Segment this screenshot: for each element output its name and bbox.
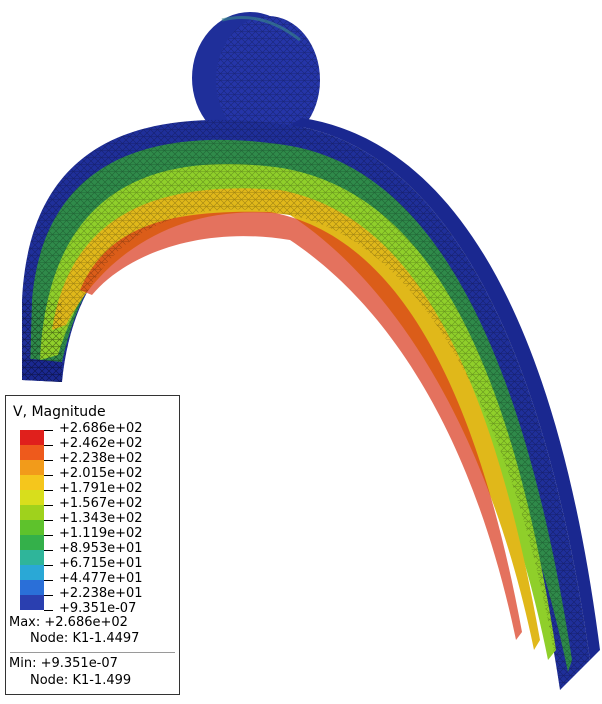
legend-value-label: +2.015e+02	[59, 466, 143, 481]
legend-tick	[44, 520, 53, 521]
max-value-label: Max: +2.686e+02	[9, 615, 128, 630]
legend-value-label: +1.343e+02	[59, 511, 143, 526]
roller-disk	[192, 12, 320, 144]
legend-tick	[44, 460, 53, 461]
max-node-label: Node: K1-1.4497	[30, 631, 140, 646]
legend-swatch	[20, 595, 44, 610]
legend-value-label: +2.462e+02	[59, 436, 143, 451]
legend-tick	[44, 535, 53, 536]
legend-swatch	[20, 520, 44, 535]
legend-swatch	[20, 550, 44, 565]
legend-swatch	[20, 535, 44, 550]
legend-color-bar	[20, 430, 44, 610]
legend-tick	[44, 445, 53, 446]
legend-value-label: +6.715e+01	[59, 556, 143, 571]
legend-tick	[44, 565, 53, 566]
legend-tick	[44, 580, 53, 581]
legend-value-label: +2.238e+01	[59, 586, 143, 601]
min-node-label: Node: K1-1.499	[30, 673, 132, 688]
legend-swatch	[20, 475, 44, 490]
legend-value-label: +9.351e-07	[59, 601, 137, 616]
legend-tick	[44, 475, 53, 476]
legend-ticks	[44, 430, 60, 611]
legend-value-label: +1.567e+02	[59, 496, 143, 511]
legend-tick	[44, 595, 53, 596]
legend-value-label: +4.477e+01	[59, 571, 143, 586]
legend-tick	[44, 505, 53, 506]
legend-tick	[44, 490, 53, 491]
legend-swatch	[20, 460, 44, 475]
legend-tick	[44, 550, 53, 551]
legend-value-label: +8.953e+01	[59, 541, 143, 556]
legend-swatch	[20, 505, 44, 520]
legend-title: V, Magnitude	[13, 404, 106, 420]
legend-swatch	[20, 565, 44, 580]
legend-value-label: +2.238e+02	[59, 451, 143, 466]
arch-body	[22, 118, 600, 690]
min-value-label: Min: +9.351e-07	[9, 656, 118, 671]
legend-tick	[44, 610, 53, 611]
legend-value-label: +2.686e+02	[59, 421, 143, 436]
legend-swatch	[20, 580, 44, 595]
legend-tick	[44, 430, 53, 431]
legend-swatch	[20, 430, 44, 445]
legend-value-label: +1.119e+02	[59, 526, 143, 541]
legend-swatch	[20, 445, 44, 460]
legend-divider	[10, 652, 175, 653]
legend-swatch	[20, 490, 44, 505]
legend-value-label: +1.791e+02	[59, 481, 143, 496]
